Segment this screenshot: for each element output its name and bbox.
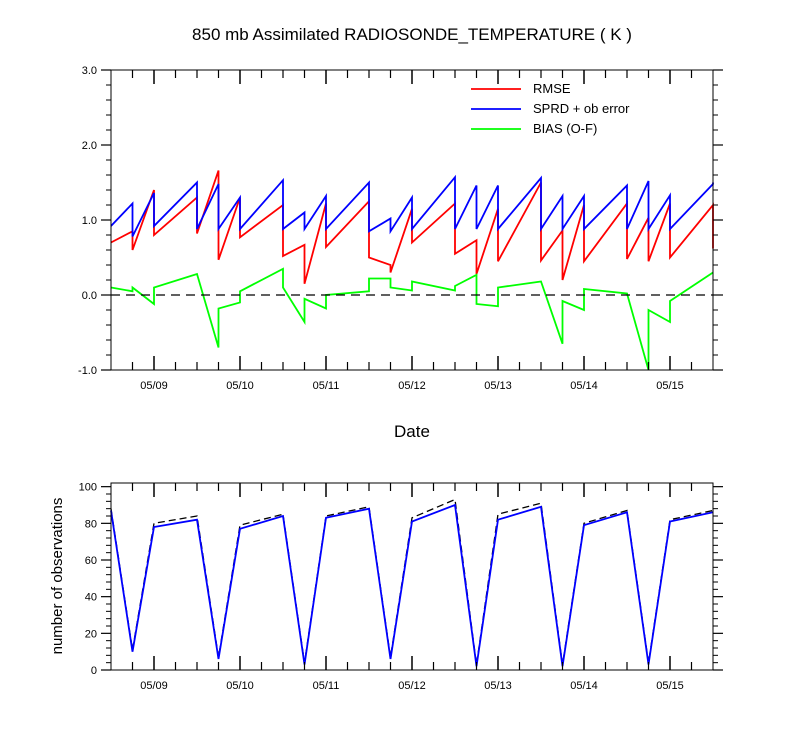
y-tick-label: 0.0 xyxy=(82,290,97,302)
bottom-series-group xyxy=(110,498,714,667)
x-axis-label: Date xyxy=(394,422,430,441)
legend-label-rmse: RMSE xyxy=(533,81,571,96)
x-tick-label: 05/10 xyxy=(226,680,254,692)
x-tick-label: 05/09 xyxy=(140,680,168,692)
x-tick-label: 05/09 xyxy=(140,380,168,392)
legend-label-sprd-ob-error: SPRD + ob error xyxy=(533,101,630,116)
x-tick-label: 05/12 xyxy=(398,380,426,392)
bottom-tick-group: 05/09 05/10 05/11 05/12 05/13 05/14 05/15 0 20 40… xyxy=(79,482,723,692)
legend: RMSE SPRD + ob error BIAS (O-F) xyxy=(471,81,630,136)
y-tick-label: 1.0 xyxy=(82,215,97,227)
x-tick-label: 05/14 xyxy=(570,380,598,392)
series-line-sprd-ob-error xyxy=(110,174,714,237)
bottom-plot-frame xyxy=(110,482,714,671)
top-tick-group: 05/09 05/10 05/11 05/12 05/13 05/14 05/15 -1.0 0… xyxy=(78,65,723,392)
y-tick-label: -1.0 xyxy=(78,365,97,377)
x-tick-label: 05/12 xyxy=(398,680,426,692)
x-tick-label: 05/13 xyxy=(484,380,512,392)
y-tick-label: 80 xyxy=(85,518,97,530)
legend-label-bias-o-f: BIAS (O-F) xyxy=(533,121,597,136)
x-tick-label: 05/15 xyxy=(656,380,684,392)
x-tick-label: 05/11 xyxy=(313,380,340,392)
y-tick-label: 3.0 xyxy=(82,65,97,77)
x-tick-label: 05/14 xyxy=(570,680,598,692)
bottom-y-axis-label: number of observations xyxy=(49,498,66,655)
y-tick-label: 60 xyxy=(85,555,97,567)
x-tick-label: 05/13 xyxy=(484,680,512,692)
y-tick-label: 40 xyxy=(85,592,97,604)
top-series-group xyxy=(110,170,714,371)
series-line-bias-o-f xyxy=(110,267,714,371)
top-plot: 05/09 05/10 05/11 05/12 05/13 05/14 05/15 -1.0 0… xyxy=(78,65,723,392)
y-tick-label: 2.0 xyxy=(82,140,97,152)
bottom-plot: 05/09 05/10 05/11 05/12 05/13 05/14 05/15 0 20 40… xyxy=(79,482,723,692)
y-tick-label: 20 xyxy=(85,628,97,640)
x-tick-label: 05/11 xyxy=(313,680,340,692)
x-tick-label: 05/15 xyxy=(656,680,684,692)
y-tick-label: 0 xyxy=(91,665,97,677)
series-line-used xyxy=(110,503,714,667)
chart-title: 850 mb Assimilated RADIOSONDE_TEMPERATUR… xyxy=(192,25,632,44)
x-tick-label: 05/10 xyxy=(226,380,254,392)
y-tick-label: 100 xyxy=(79,482,97,494)
